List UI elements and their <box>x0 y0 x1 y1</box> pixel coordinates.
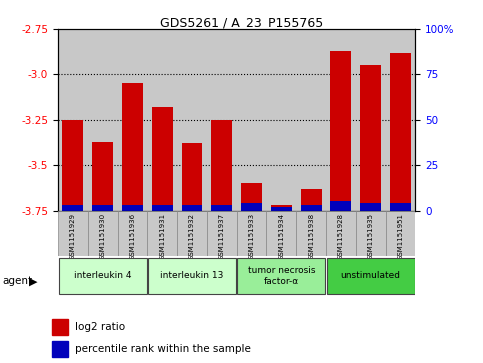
Text: log2 ratio: log2 ratio <box>75 322 126 332</box>
Bar <box>92 142 113 211</box>
Text: GSM1151938: GSM1151938 <box>308 213 314 260</box>
Bar <box>301 189 322 211</box>
Bar <box>271 207 292 211</box>
Bar <box>212 205 232 211</box>
FancyBboxPatch shape <box>177 211 207 256</box>
Text: ▶: ▶ <box>28 276 37 286</box>
Text: GSM1151935: GSM1151935 <box>368 213 374 260</box>
Bar <box>330 201 351 211</box>
Bar <box>52 319 68 335</box>
Bar <box>296 29 326 211</box>
Bar <box>152 107 172 211</box>
FancyBboxPatch shape <box>267 211 296 256</box>
FancyBboxPatch shape <box>207 211 237 256</box>
FancyBboxPatch shape <box>88 211 117 256</box>
Text: GSM1151930: GSM1151930 <box>99 213 106 260</box>
Bar <box>92 205 113 211</box>
Text: GSM1151936: GSM1151936 <box>129 213 135 260</box>
Bar <box>122 205 143 211</box>
Text: GSM1151929: GSM1151929 <box>70 213 76 260</box>
Text: unstimulated: unstimulated <box>341 272 401 280</box>
Bar <box>301 205 322 211</box>
Text: percentile rank within the sample: percentile rank within the sample <box>75 344 251 354</box>
Text: GSM1151928: GSM1151928 <box>338 213 344 260</box>
FancyBboxPatch shape <box>147 211 177 256</box>
Bar <box>58 29 88 211</box>
Bar <box>356 29 385 211</box>
FancyBboxPatch shape <box>326 211 356 256</box>
Text: GSM1151951: GSM1151951 <box>398 213 403 260</box>
Bar <box>390 53 411 211</box>
Bar <box>330 51 351 211</box>
Bar <box>271 205 292 211</box>
Text: interleukin 13: interleukin 13 <box>160 272 224 280</box>
FancyBboxPatch shape <box>296 211 326 256</box>
Text: GSM1151931: GSM1151931 <box>159 213 165 260</box>
Bar <box>117 29 147 211</box>
Bar <box>152 205 172 211</box>
Bar <box>390 203 411 211</box>
Bar <box>267 29 296 211</box>
Bar <box>147 29 177 211</box>
Text: GSM1151933: GSM1151933 <box>249 213 255 260</box>
Text: interleukin 4: interleukin 4 <box>74 272 131 280</box>
Bar <box>62 205 83 211</box>
Bar <box>52 340 68 357</box>
Bar <box>62 120 83 211</box>
Bar <box>182 205 202 211</box>
Bar <box>360 65 381 211</box>
FancyBboxPatch shape <box>148 257 236 294</box>
Bar <box>207 29 237 211</box>
FancyBboxPatch shape <box>356 211 385 256</box>
FancyBboxPatch shape <box>117 211 147 256</box>
FancyBboxPatch shape <box>385 211 415 256</box>
FancyBboxPatch shape <box>237 257 326 294</box>
Bar <box>241 183 262 211</box>
Bar <box>237 29 267 211</box>
FancyBboxPatch shape <box>327 257 415 294</box>
Text: GDS5261 / A_23_P155765: GDS5261 / A_23_P155765 <box>160 16 323 29</box>
Text: GSM1151934: GSM1151934 <box>278 213 284 260</box>
Text: GSM1151937: GSM1151937 <box>219 213 225 260</box>
FancyBboxPatch shape <box>58 211 88 256</box>
Bar <box>385 29 415 211</box>
Text: agent: agent <box>2 276 32 286</box>
Bar <box>182 143 202 211</box>
FancyBboxPatch shape <box>58 257 147 294</box>
Text: tumor necrosis
factor-α: tumor necrosis factor-α <box>248 266 315 286</box>
Bar <box>212 120 232 211</box>
FancyBboxPatch shape <box>237 211 267 256</box>
Bar <box>326 29 356 211</box>
Bar <box>88 29 117 211</box>
Text: GSM1151932: GSM1151932 <box>189 213 195 260</box>
Bar <box>360 203 381 211</box>
Bar <box>122 83 143 211</box>
Bar <box>177 29 207 211</box>
Bar <box>241 203 262 211</box>
